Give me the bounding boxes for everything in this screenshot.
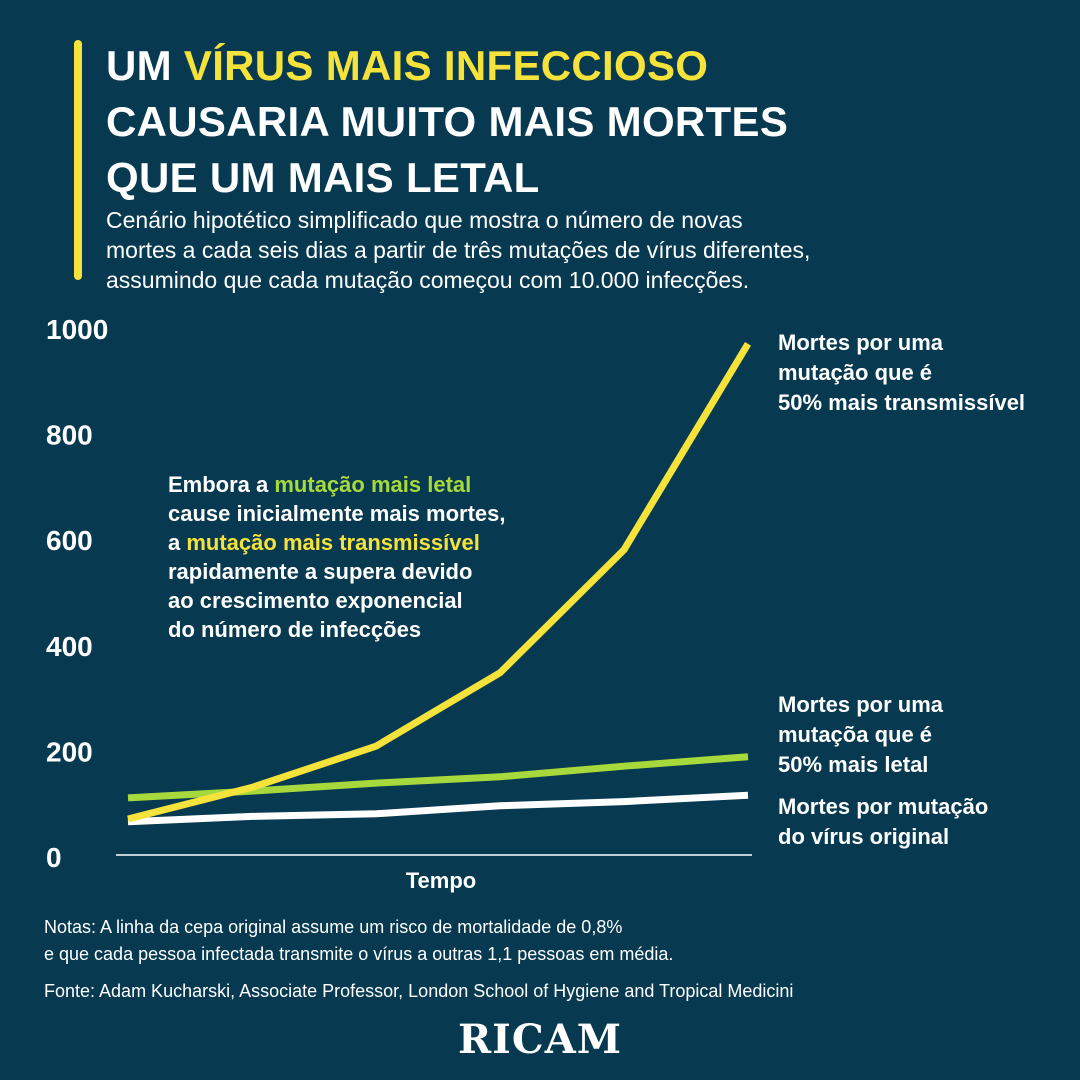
title-line2: CAUSARIA MUITO MAIS MORTES [106,98,789,145]
series-label-line: Mortes por uma [778,330,944,355]
annotation-text: do número de infecções [168,617,422,642]
subtitle-line2: mortes a cada seis dias a partir de três… [106,237,811,263]
annotation-text: ao crescimento exponencial [168,588,463,613]
series-line-original [127,791,749,826]
subtitle-line3: assumindo que cada mutação começou com 1… [106,267,750,293]
annotation-text: Embora a [168,472,275,497]
title-part1: UM [106,42,184,89]
series-label-line: Mortes por mutação [778,794,989,819]
notes-line2: e que cada pessoa infectada transmite o … [44,944,674,964]
chart-source: Fonte: Adam Kucharski, Associate Profess… [44,981,794,1001]
series-label-line: Mortes por uma [778,692,944,717]
title-line3: QUE UM MAIS LETAL [106,154,540,201]
notes-line1: Notas: A linha da cepa original assume u… [44,917,623,937]
series-label-line: 50% mais transmissível [778,390,1026,415]
series-label-line: mutaçõa que é [778,722,933,747]
series-label-line: do vírus original [778,824,950,849]
series-label-line: 50% mais letal [778,752,929,777]
brand-logo: RICAM [457,1016,623,1063]
y-tick-label: 0 [46,842,62,873]
chart-annotation: Embora a mutação mais letal cause inicia… [168,470,588,644]
y-tick-label: 200 [46,736,93,767]
annotation-text: a [168,530,187,555]
chart-notes: Notas: A linha da cepa original assume u… [44,914,1044,968]
title-highlight: VÍRUS MAIS INFECCIOSO [183,42,709,89]
y-tick-label: 1000 [46,314,108,345]
annotation-text: cause inicialmente mais mortes, [168,501,506,526]
subtitle-line1: Cenário hipotético simplificado que most… [106,207,743,233]
y-tick-label: 800 [46,420,93,451]
line-chart: 0 200 400 600 800 1000 Tempo [46,314,752,893]
annotation-text: rapidamente a supera devido [168,559,473,584]
title-accent-bar [74,40,82,280]
y-tick-label: 400 [46,631,93,662]
annotation-lethal-highlight: mutação mais letal [274,472,472,497]
page-title: UM VÍRUS MAIS INFECCIOSO CAUSARIA MUITO … [106,38,1006,206]
annotation-transmissible-highlight: mutação mais transmissível [186,530,480,555]
series-label-line: mutação que é [778,360,933,385]
series-label-transmissible: Mortes por uma mutação que é 50% mais tr… [778,328,1078,418]
series-label-original: Mortes por mutação do vírus original [778,792,1078,852]
subtitle: Cenário hipotético simplificado que most… [106,205,1026,295]
series-label-lethal: Mortes por uma mutaçõa que é 50% mais le… [778,690,1078,780]
series-line-transmissible [127,341,751,823]
x-axis-label: Tempo [406,868,476,893]
y-tick-label: 600 [46,525,93,556]
